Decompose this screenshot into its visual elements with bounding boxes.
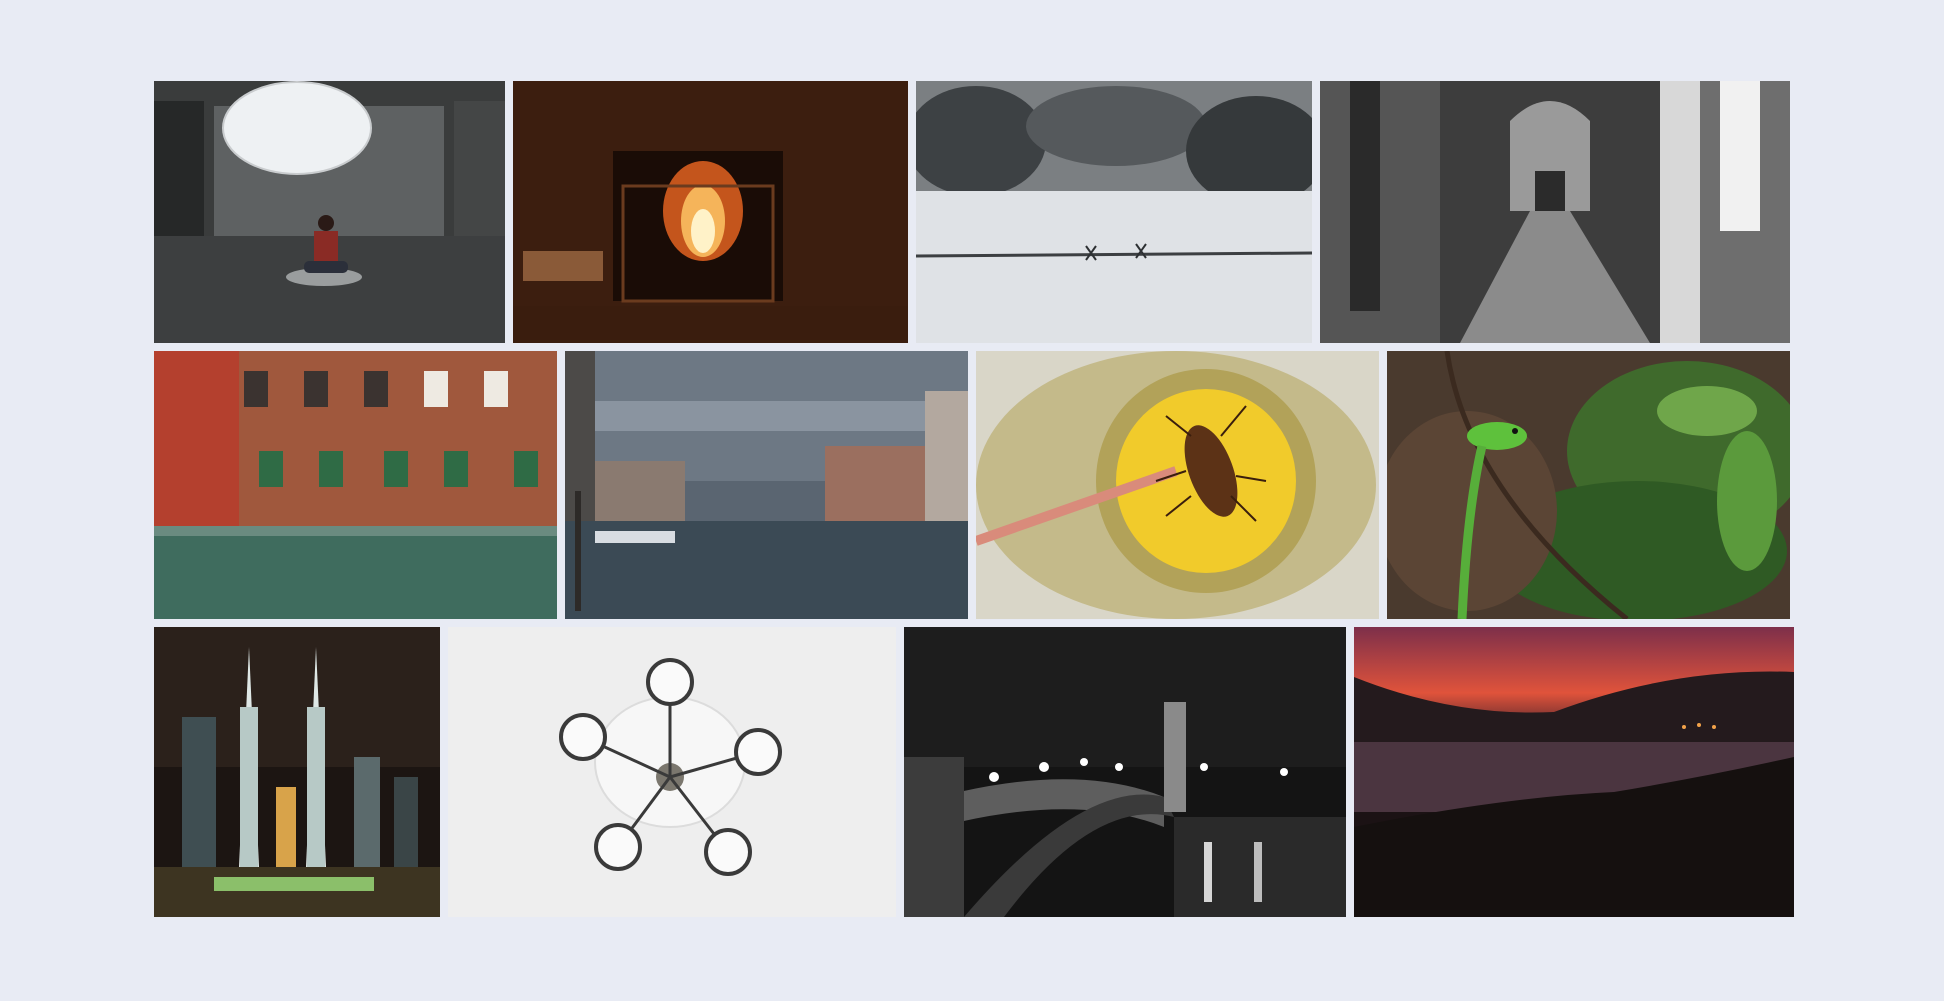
photo-green-lizard[interactable] — [1387, 351, 1790, 619]
photo-fireplace[interactable] — [513, 81, 908, 343]
gallery-row-3 — [154, 627, 1794, 917]
photo-cockroach-on-sponge[interactable] — [976, 351, 1379, 619]
gallery-row-2 — [154, 351, 1790, 619]
photo-sunset-bay[interactable] — [1354, 627, 1794, 917]
photo-lantern-meditation[interactable] — [154, 81, 505, 343]
photo-night-bridge-lamps[interactable] — [904, 627, 1346, 917]
photo-venice-brick-facade[interactable] — [154, 351, 557, 619]
photo-petronas-towers-night[interactable] — [154, 627, 440, 917]
photo-barbed-wire-snow[interactable] — [916, 81, 1312, 343]
gallery-row-1 — [154, 81, 1790, 343]
photo-gallery — [154, 81, 1794, 917]
photo-ceiling-chandelier[interactable] — [448, 627, 896, 917]
photo-venice-grand-canal[interactable] — [565, 351, 968, 619]
photo-arched-corridor[interactable] — [1320, 81, 1790, 343]
